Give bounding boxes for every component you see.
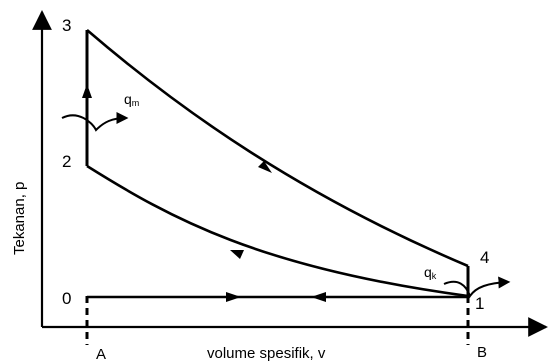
heat-in-label: qm bbox=[124, 91, 139, 108]
marker-b-label: B bbox=[477, 344, 487, 361]
point-4-label: 4 bbox=[480, 248, 489, 267]
point-1-label: 1 bbox=[475, 294, 484, 313]
heat-out-arrow bbox=[443, 276, 511, 299]
compression-arrow bbox=[230, 250, 244, 259]
exhaust-arrow bbox=[311, 292, 326, 302]
y-axis-label: Tekanan, p bbox=[11, 182, 28, 255]
x-axis-label: volume spesifik, v bbox=[207, 345, 326, 362]
marker-a-label: A bbox=[96, 346, 106, 363]
compression-curve-1-2 bbox=[86, 164, 469, 298]
heat-out-label: qk bbox=[424, 264, 437, 281]
expansion-curve-3-4 bbox=[86, 29, 469, 268]
intake-arrow bbox=[226, 292, 241, 302]
heat-in-arrow bbox=[61, 112, 129, 132]
process-2-3-arrow bbox=[82, 84, 92, 98]
point-0-label: 0 bbox=[62, 289, 71, 308]
point-2-label: 2 bbox=[62, 152, 71, 171]
point-3-label: 3 bbox=[62, 16, 71, 35]
expansion-arrow bbox=[258, 161, 272, 173]
